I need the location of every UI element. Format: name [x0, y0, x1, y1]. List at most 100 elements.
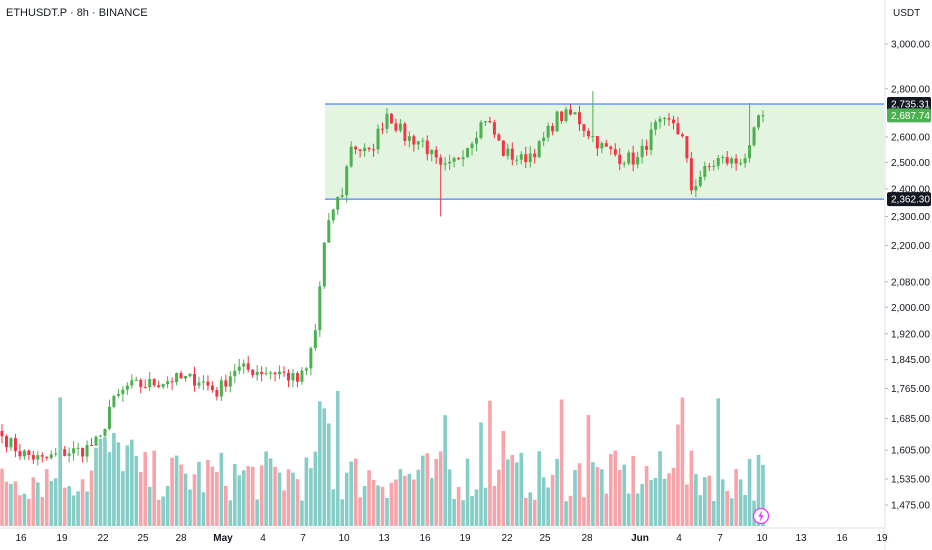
candle-body: [582, 124, 586, 131]
candle-body: [519, 154, 523, 160]
volume-bar: [510, 454, 515, 526]
volume-bar: [76, 491, 80, 526]
volume-bar: [174, 455, 179, 526]
volume-bar: [134, 455, 139, 526]
candle-body: [192, 373, 196, 386]
volume-bar: [313, 451, 318, 526]
volume-bar: [514, 462, 519, 526]
volume-bar: [121, 471, 125, 526]
y-tick-label: 1,475.00: [891, 501, 930, 512]
y-tick-label: 2,500.00: [891, 158, 930, 169]
volume-bar: [322, 408, 327, 526]
lightning-icon[interactable]: [752, 507, 770, 525]
volume-bar: [4, 481, 9, 526]
candle-body: [381, 128, 384, 130]
y-tick-label: 1,605.00: [891, 446, 930, 457]
volume-bar: [241, 470, 246, 526]
candle-body: [201, 381, 205, 383]
candle-body: [600, 143, 604, 149]
volume-bar: [286, 469, 291, 526]
candle-body: [613, 149, 617, 155]
volume-bar: [492, 485, 497, 526]
volume-bar: [452, 498, 456, 526]
volume-bar: [335, 391, 340, 526]
candle-body: [676, 123, 680, 135]
candle-body: [130, 380, 134, 386]
volume-bar: [609, 453, 613, 526]
volume-bar: [604, 493, 609, 526]
volume-bar: [295, 479, 300, 526]
candle-body: [103, 428, 107, 436]
volume-bar: [371, 480, 376, 526]
candle-body: [488, 121, 492, 123]
x-tick-label: 25: [137, 533, 149, 544]
volume-bar: [210, 466, 215, 526]
candle-body: [636, 157, 640, 165]
volume-bar: [0, 468, 4, 526]
candle-body: [761, 115, 765, 117]
candle-body: [501, 140, 505, 156]
candle-body: [627, 152, 631, 164]
range-box: [325, 103, 884, 200]
candle-body: [4, 436, 8, 448]
x-tick-label: 16: [15, 533, 27, 544]
volume-bar: [98, 438, 103, 526]
candle-body: [645, 145, 649, 150]
volume-bar: [94, 447, 98, 526]
candle-body: [345, 166, 349, 196]
volume-bar: [671, 467, 676, 526]
candle-body: [609, 146, 613, 150]
x-tick-label: 13: [378, 533, 390, 544]
candle-body: [394, 123, 398, 131]
candle-body: [264, 373, 268, 375]
volume-bar: [613, 450, 618, 526]
volume-bar: [725, 490, 729, 526]
candle-body: [461, 157, 465, 160]
candle-body: [667, 118, 671, 120]
candle-body: [372, 149, 376, 151]
volume-bar: [541, 477, 546, 526]
volume-bar: [85, 491, 89, 526]
candle-body: [152, 379, 156, 386]
symbol-title[interactable]: ETHUSDT.P · 8h · BINANCE: [6, 7, 148, 19]
volume-bar: [152, 450, 156, 526]
volume-bar: [71, 495, 76, 526]
volume-bar: [600, 469, 604, 526]
volume-bar: [416, 469, 421, 526]
candle-body: [448, 161, 452, 164]
volume-bar: [537, 451, 541, 526]
volume-bar: [403, 475, 407, 526]
candle-body: [304, 368, 308, 371]
candle-body: [188, 373, 192, 377]
candle-body: [242, 363, 246, 367]
candle-body: [640, 145, 644, 158]
candle-body: [40, 455, 44, 457]
candle-body: [470, 143, 474, 149]
volume-bar: [420, 455, 425, 526]
candle-body: [528, 153, 532, 163]
volume-bar: [165, 485, 170, 526]
volume-bar: [201, 492, 206, 526]
price-label-text: 2,735.31: [891, 99, 930, 110]
volume-bar: [277, 472, 282, 526]
candle-body: [546, 125, 550, 138]
volume-bar: [756, 454, 761, 526]
volume-bar: [747, 458, 752, 526]
volume-bar: [694, 473, 698, 526]
volume-bar: [662, 478, 667, 526]
candle-body: [143, 387, 147, 389]
candle-body: [363, 147, 367, 152]
volume-bar: [528, 492, 533, 526]
candle-body: [694, 185, 698, 191]
volume-bar: [635, 493, 640, 526]
volume-bar: [80, 479, 85, 526]
candle-body: [698, 176, 702, 186]
candle-body: [707, 166, 711, 168]
candle-body: [654, 121, 658, 130]
candle-body: [671, 119, 675, 124]
volume-bar: [103, 437, 107, 526]
candle-body: [752, 127, 756, 146]
volume-bar: [644, 465, 649, 526]
volume-bar: [331, 489, 336, 526]
